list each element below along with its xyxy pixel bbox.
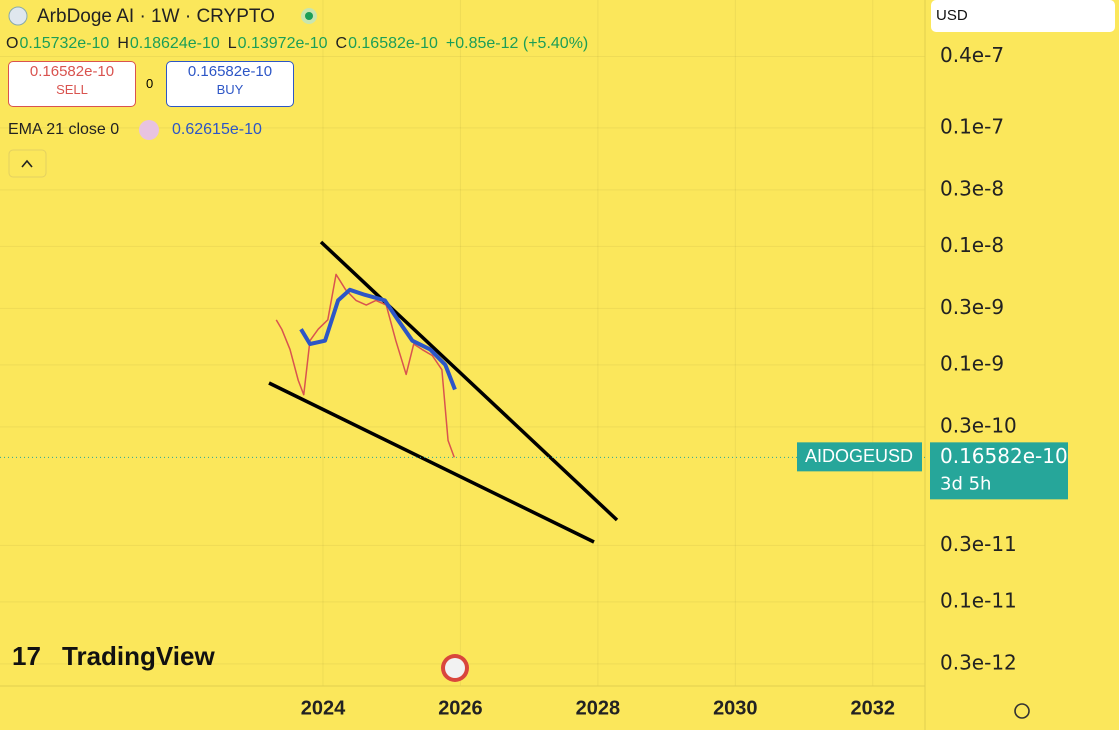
symbol-tag <box>797 442 922 472</box>
y-tick-label: 0.1e-8 <box>940 233 1004 257</box>
brand-logo: 17 <box>12 641 41 671</box>
buy-label: BUY <box>216 82 244 97</box>
indicator-icon <box>139 120 159 140</box>
currency-select[interactable] <box>931 0 1115 32</box>
y-tick-label: 0.3e-11 <box>940 532 1017 556</box>
price-tag-countdown: 3d 5h <box>940 473 991 494</box>
y-tick-label: 0.3e-9 <box>940 295 1004 319</box>
brand-name: TradingView <box>62 641 215 671</box>
ohlc-value: 0.13972e-10 <box>238 35 328 52</box>
x-tick-label: 2026 <box>438 697 483 719</box>
series-line <box>299 287 457 391</box>
x-tick-label: 2032 <box>851 697 896 719</box>
collapse-button[interactable] <box>8 149 47 178</box>
indicator-value: 0.62615e-10 <box>172 121 262 138</box>
event-icon <box>445 658 465 678</box>
price-change: +0.85e-12 (+5.40%) <box>446 35 588 52</box>
symbol-tag-label: AIDOGEUSD <box>805 446 913 466</box>
currency-label: USD <box>936 7 968 24</box>
trendline <box>268 381 595 544</box>
sell-button[interactable]: 0.16582e-10 SELL <box>8 61 136 107</box>
y-tick-label: 0.1e-9 <box>940 351 1004 375</box>
y-tick-label: 0.3e-8 <box>940 176 1004 200</box>
ohlc-key: L <box>228 35 237 52</box>
y-tick-label: 0.3e-12 <box>940 650 1017 674</box>
buy-button[interactable]: 0.16582e-10 BUY <box>166 61 294 107</box>
price-tag <box>930 442 1068 500</box>
chevron-icon <box>21 159 33 168</box>
series-line <box>275 273 455 458</box>
ohlc-value: 0.16582e-10 <box>348 35 438 52</box>
trendline <box>319 240 619 522</box>
x-tick-label: 2028 <box>576 697 621 719</box>
sell-price: 0.16582e-10 <box>29 63 115 80</box>
price-tag-value: 0.16582e-10 <box>940 444 1068 468</box>
x-tick-label: 2030 <box>713 697 758 719</box>
indicator-name[interactable]: EMA 21 close 0 <box>8 121 119 138</box>
status-dot <box>305 12 313 20</box>
ohlc-key: C <box>336 35 348 52</box>
symbol-title[interactable]: ArbDoge AI · 1W · CRYPTO <box>37 6 275 27</box>
x-tick-label: 2024 <box>301 697 346 719</box>
spread: 0 <box>146 76 154 91</box>
ohlc-value: 0.15732e-10 <box>19 35 109 52</box>
buy-price: 0.16582e-10 <box>187 63 273 80</box>
y-tick-label: 0.3e-10 <box>940 413 1017 437</box>
y-tick-label: 0.4e-7 <box>940 43 1004 67</box>
y-tick-label: 0.1e-7 <box>940 114 1004 138</box>
ohlc-value: 0.18624e-10 <box>130 35 220 52</box>
sell-label: SELL <box>56 82 88 97</box>
ohlc-key: H <box>117 35 129 52</box>
settings-icon[interactable] <box>1014 703 1030 719</box>
ohlc-key: O <box>6 35 18 52</box>
y-tick-label: 0.1e-11 <box>940 588 1017 612</box>
coin-logo <box>8 6 28 26</box>
